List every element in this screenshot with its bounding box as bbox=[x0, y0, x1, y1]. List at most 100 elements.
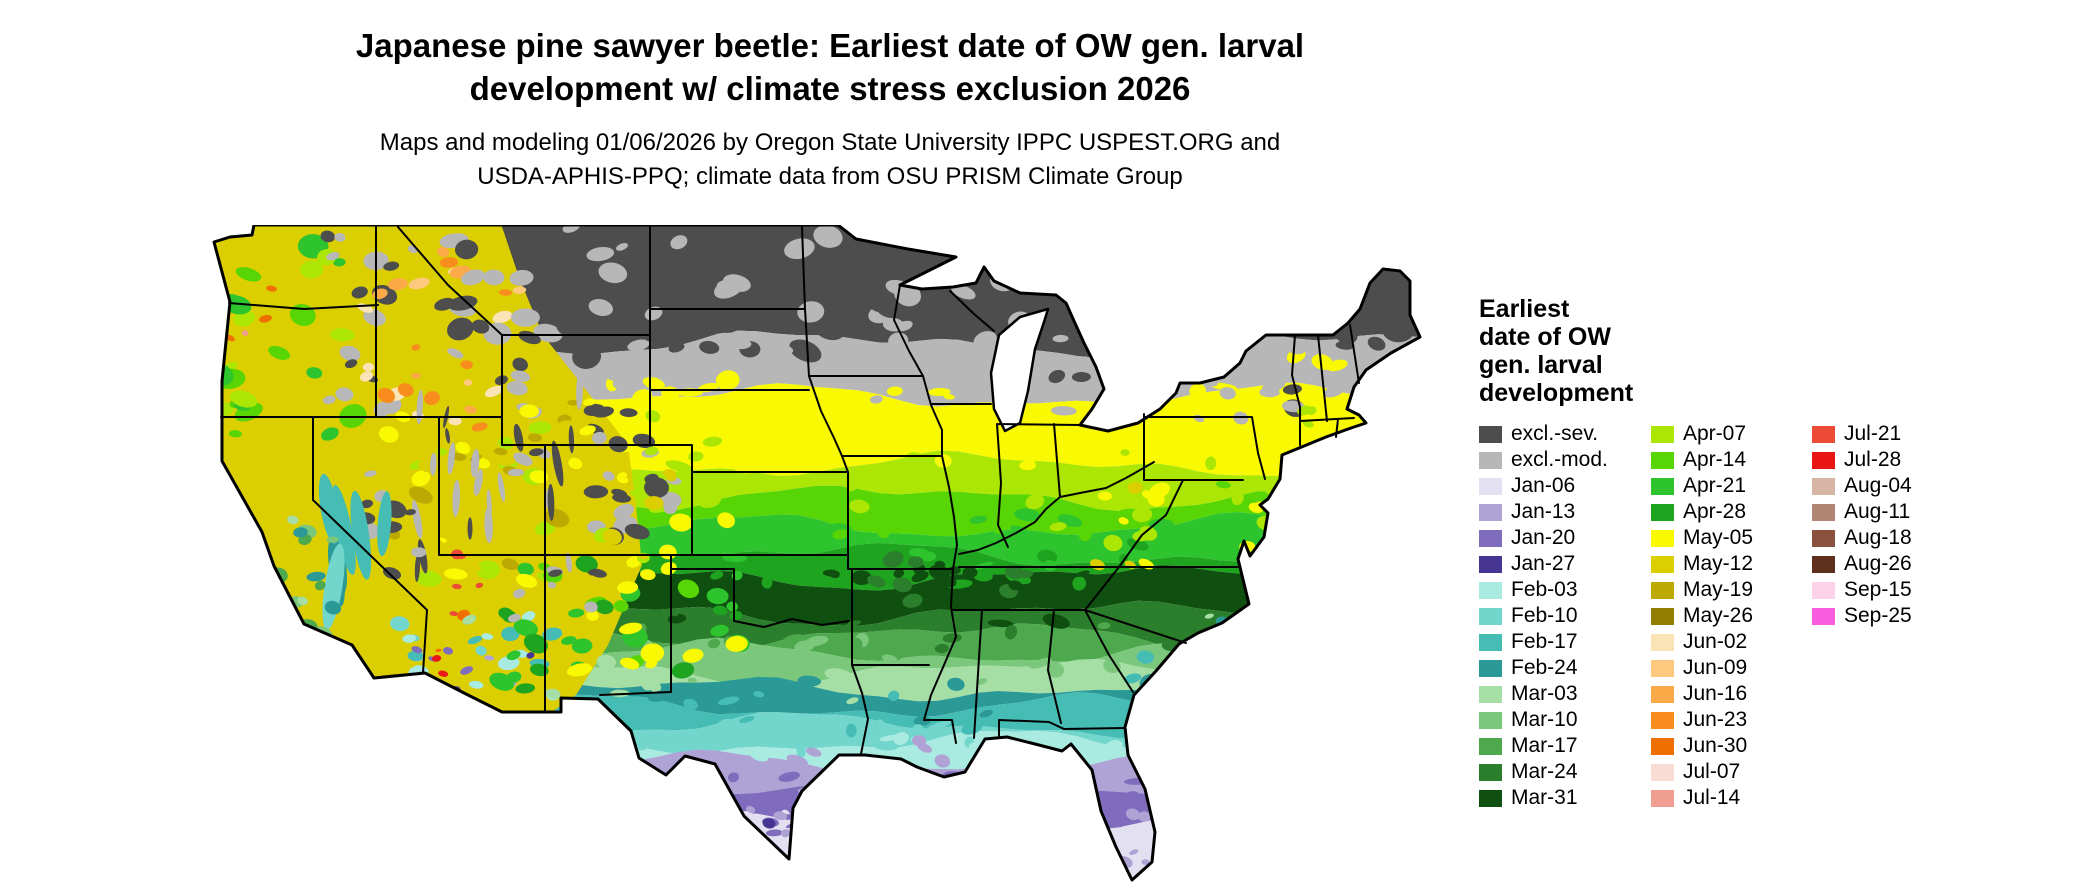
legend-entry: May-26 bbox=[1651, 603, 1812, 629]
legend-label: Jan-13 bbox=[1511, 500, 1576, 523]
legend-label: Apr-28 bbox=[1683, 500, 1747, 523]
legend-label: May-12 bbox=[1683, 552, 1754, 575]
legend-label: Mar-10 bbox=[1511, 708, 1578, 731]
legend-label: Feb-10 bbox=[1511, 604, 1578, 627]
legend-swatch bbox=[1651, 711, 1674, 729]
legend-column-1: excl.-sev. excl.-mod. Jan-06 Jan-13 Jan-20 Ja… bbox=[1479, 421, 1651, 811]
legend-label: May-26 bbox=[1683, 604, 1754, 627]
legend-swatch bbox=[1812, 607, 1835, 625]
legend-swatch bbox=[1812, 451, 1835, 469]
legend-entry: Jun-30 bbox=[1651, 733, 1812, 759]
legend-entry: Apr-07 bbox=[1651, 421, 1812, 447]
legend-label: Aug-04 bbox=[1844, 474, 1912, 497]
legend-swatch bbox=[1651, 581, 1674, 599]
legend-entry: May-05 bbox=[1651, 525, 1812, 551]
legend-swatch bbox=[1651, 763, 1674, 781]
legend-swatch bbox=[1812, 477, 1835, 495]
legend-entry: Sep-25 bbox=[1812, 603, 1962, 629]
legend-column-2: Apr-07 Apr-14 Apr-21 Apr-28 May-05 May-12 May-… bbox=[1651, 421, 1812, 811]
legend-label: Aug-26 bbox=[1844, 552, 1912, 575]
legend-entry: Feb-03 bbox=[1479, 577, 1651, 603]
legend-swatch bbox=[1651, 789, 1674, 807]
legend-swatch bbox=[1812, 425, 1835, 443]
legend-title-line2: date of OW bbox=[1479, 323, 1611, 351]
legend-label: Jul-21 bbox=[1844, 422, 1902, 445]
legend-swatch bbox=[1651, 607, 1674, 625]
legend-swatch bbox=[1651, 451, 1674, 469]
legend-swatch bbox=[1479, 581, 1502, 599]
legend-label: Jun-09 bbox=[1683, 656, 1748, 679]
us-map bbox=[212, 225, 1422, 882]
legend-label: Apr-14 bbox=[1683, 448, 1747, 471]
legend-title: Earliest date of OW gen. larval developm… bbox=[1479, 295, 1962, 407]
legend-title-line3: gen. larval bbox=[1479, 351, 1603, 379]
legend-entry: Mar-31 bbox=[1479, 785, 1651, 811]
legend-entry: Mar-03 bbox=[1479, 681, 1651, 707]
legend-swatch bbox=[1479, 477, 1502, 495]
legend-swatch bbox=[1479, 555, 1502, 573]
legend-entry: excl.-mod. bbox=[1479, 447, 1651, 473]
subtitle-line2: USDA-APHIS-PPQ; climate data from OSU PR… bbox=[477, 163, 1183, 190]
legend-entry: Mar-17 bbox=[1479, 733, 1651, 759]
legend-label: Sep-25 bbox=[1844, 604, 1912, 627]
legend-entry: Jun-09 bbox=[1651, 655, 1812, 681]
legend-swatch bbox=[1479, 737, 1502, 755]
legend-entry: Jul-07 bbox=[1651, 759, 1812, 785]
legend-entry: Feb-17 bbox=[1479, 629, 1651, 655]
lake-michigan bbox=[989, 307, 1050, 433]
subtitle-line1: Maps and modeling 01/06/2026 by Oregon S… bbox=[379, 129, 1281, 156]
legend-label: May-05 bbox=[1683, 526, 1754, 549]
figure-title-line1: Japanese pine sawyer beetle: Earliest da… bbox=[355, 27, 1305, 64]
legend-entry: Feb-24 bbox=[1479, 655, 1651, 681]
legend-swatch bbox=[1812, 529, 1835, 547]
legend-label: Aug-11 bbox=[1844, 500, 1911, 523]
legend-entry: May-12 bbox=[1651, 551, 1812, 577]
legend-entry: Aug-04 bbox=[1812, 473, 1962, 499]
legend-label: Jan-27 bbox=[1511, 552, 1576, 575]
legend-label: Apr-21 bbox=[1683, 474, 1747, 497]
legend-label: Feb-17 bbox=[1511, 630, 1578, 653]
legend-label: Mar-17 bbox=[1511, 734, 1578, 757]
legend-swatch bbox=[1651, 555, 1674, 573]
conus-outline bbox=[212, 225, 1422, 882]
legend-swatch bbox=[1651, 529, 1674, 547]
legend-label: May-19 bbox=[1683, 578, 1754, 601]
legend-entry: May-19 bbox=[1651, 577, 1812, 603]
legend-entry: Jun-23 bbox=[1651, 707, 1812, 733]
legend-swatch bbox=[1812, 503, 1835, 521]
legend-entry: Jun-16 bbox=[1651, 681, 1812, 707]
legend-entry: Jan-20 bbox=[1479, 525, 1651, 551]
legend-swatch bbox=[1479, 607, 1502, 625]
figure-title: Japanese pine sawyer beetle: Earliest da… bbox=[0, 24, 1660, 110]
legend-entry: Sep-15 bbox=[1812, 577, 1962, 603]
legend-label: Mar-24 bbox=[1511, 760, 1578, 783]
legend-label: Feb-03 bbox=[1511, 578, 1578, 601]
legend-entry: Apr-14 bbox=[1651, 447, 1812, 473]
legend-swatch bbox=[1479, 789, 1502, 807]
legend-label: Apr-07 bbox=[1683, 422, 1747, 445]
legend-label: Jul-28 bbox=[1844, 448, 1902, 471]
legend-swatch bbox=[1651, 425, 1674, 443]
legend-label: Jun-23 bbox=[1683, 708, 1748, 731]
legend-column-3: Jul-21 Jul-28 Aug-04 Aug-11 Aug-18 Aug-26 Sep-… bbox=[1812, 421, 1962, 811]
legend-title-line4: development bbox=[1479, 379, 1634, 407]
legend-label: excl.-sev. bbox=[1511, 422, 1599, 445]
legend-label: Jul-14 bbox=[1683, 786, 1741, 809]
legend-swatch bbox=[1651, 633, 1674, 651]
legend-swatch bbox=[1479, 425, 1502, 443]
legend-swatch bbox=[1479, 451, 1502, 469]
legend-swatch bbox=[1651, 503, 1674, 521]
legend-entry: Aug-11 bbox=[1812, 499, 1962, 525]
legend-label: Jun-02 bbox=[1683, 630, 1748, 653]
legend-swatch bbox=[1651, 737, 1674, 755]
legend-label: Jan-06 bbox=[1511, 474, 1576, 497]
legend-swatch bbox=[1479, 685, 1502, 703]
legend-swatch bbox=[1479, 763, 1502, 781]
legend-entry: Feb-10 bbox=[1479, 603, 1651, 629]
figure-title-line2: development w/ climate stress exclusion … bbox=[469, 70, 1191, 107]
figure-subtitle: Maps and modeling 01/06/2026 by Oregon S… bbox=[0, 126, 1660, 194]
legend-label: Mar-03 bbox=[1511, 682, 1578, 705]
legend-swatch bbox=[1812, 555, 1835, 573]
legend-swatch bbox=[1479, 529, 1502, 547]
legend-entry: Jan-13 bbox=[1479, 499, 1651, 525]
